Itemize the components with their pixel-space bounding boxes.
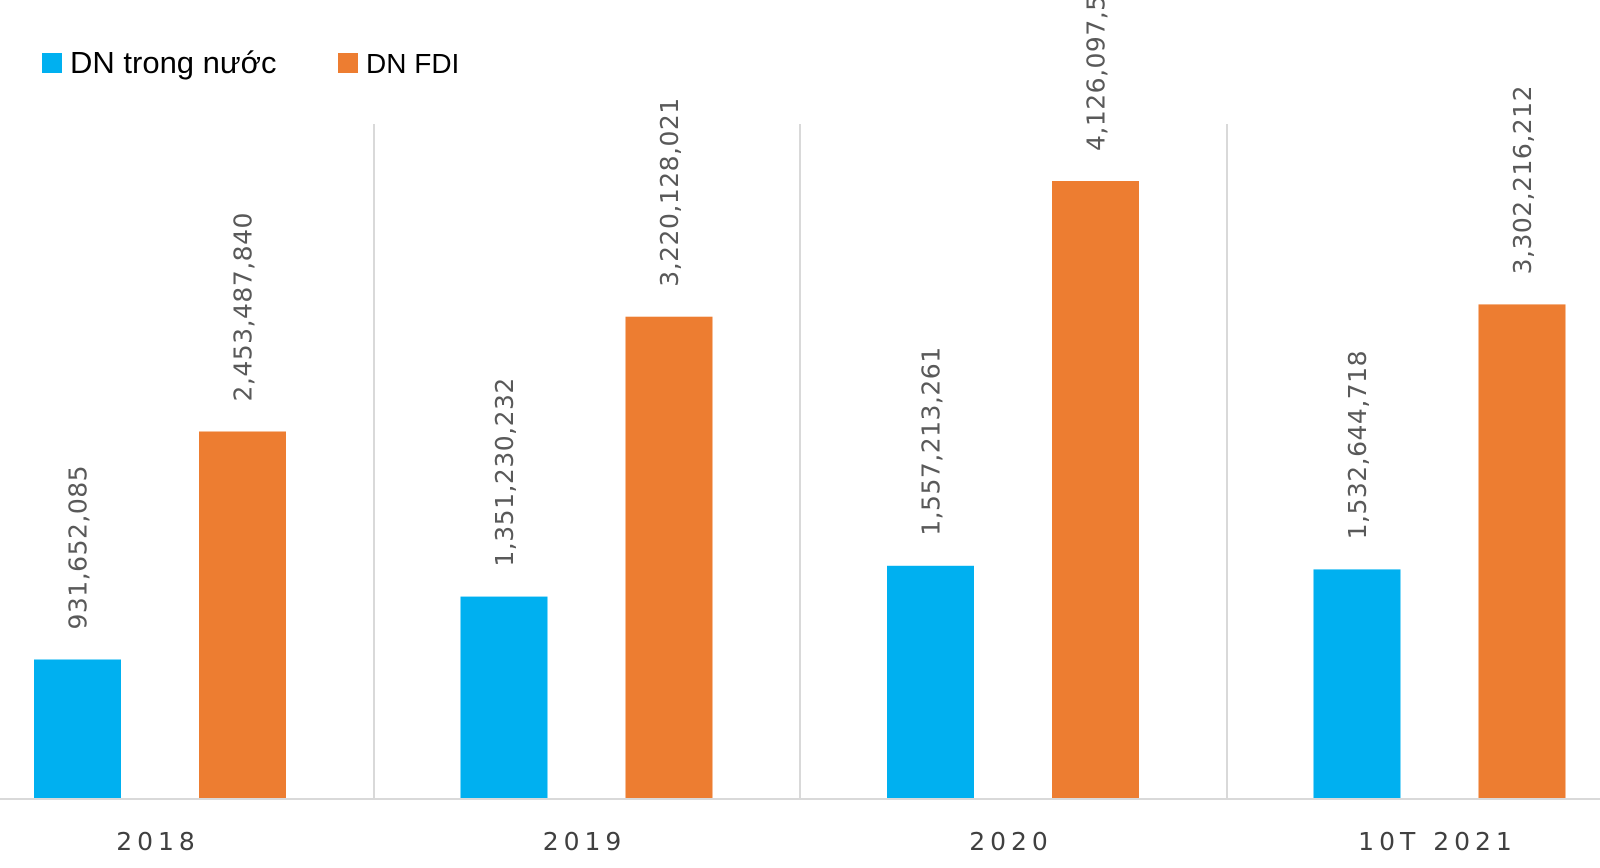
bar-fdi-10t-2021 xyxy=(1478,304,1566,799)
category-label-10t-2021: 10T 2021 xyxy=(1358,827,1517,856)
bar-domestic-10t-2021 xyxy=(1313,569,1401,799)
category-label-2019: 2019 xyxy=(543,827,627,856)
data-label-domestic-2020: 1,557,213,261 xyxy=(917,346,946,535)
data-label-domestic-10t-2021: 1,532,644,718 xyxy=(1343,350,1372,539)
bar-domestic-2020 xyxy=(887,565,974,799)
data-label-domestic-2019: 1,351,230,232 xyxy=(490,377,519,566)
bar-fdi-2018 xyxy=(199,431,286,799)
legend-label-fdi: DN FDI xyxy=(366,48,459,79)
category-separators xyxy=(373,124,1228,799)
legend-item-fdi: DN FDI xyxy=(338,48,459,79)
category-label-2018: 2018 xyxy=(116,827,200,856)
data-label-fdi-2020: 4,126,097,555 xyxy=(1082,0,1111,151)
bar-domestic-2018 xyxy=(34,659,121,799)
data-label-fdi-2018: 2,453,487,840 xyxy=(229,212,258,401)
bar-fdi-2020 xyxy=(1052,181,1139,799)
legend-item-domestic: DN trong nước xyxy=(42,45,276,80)
data-label-domestic-2018: 931,652,085 xyxy=(64,465,93,630)
legend-label-domestic: DN trong nước xyxy=(70,45,276,80)
bar-domestic-2019 xyxy=(460,596,548,799)
legend-swatch-domestic xyxy=(42,53,62,73)
bars xyxy=(34,181,1566,799)
legend-swatch-fdi xyxy=(338,53,358,73)
bar-fdi-2019 xyxy=(625,316,713,799)
category-label-2020: 2020 xyxy=(969,827,1053,856)
legend: DN trong nước DN FDI xyxy=(42,45,459,80)
category-labels: 2018 2019 2020 10T 2021 xyxy=(116,827,1517,856)
data-label-fdi-2019: 3,220,128,021 xyxy=(655,97,684,286)
data-labels: 931,652,085 2,453,487,840 1,351,230,232 3,2… xyxy=(64,0,1538,630)
data-label-fdi-10t-2021: 3,302,216,212 xyxy=(1508,85,1537,274)
